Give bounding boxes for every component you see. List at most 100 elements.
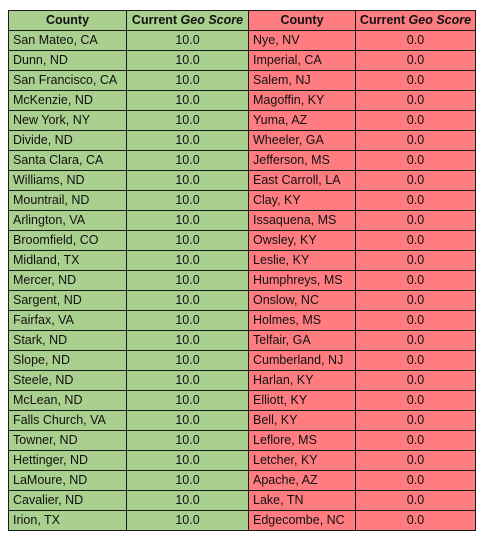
left-score-cell: 10.0 [126,90,249,111]
left-score-cell: 10.0 [126,150,249,171]
right-score-cell: 0.0 [355,470,476,491]
table-row: Arlington, VA 10.0 Issaquena, MS 0.0 [8,210,476,231]
right-score-cell: 0.0 [355,290,476,311]
right-score-cell: 0.0 [355,50,476,71]
right-county-cell: Onslow, NC [248,290,356,311]
left-score-cell: 10.0 [126,350,249,371]
left-score-cell: 10.0 [126,230,249,251]
left-score-cell: 10.0 [126,430,249,451]
left-score-cell: 10.0 [126,190,249,211]
left-county-cell: Broomfield, CO [8,230,127,251]
left-score-cell: 10.0 [126,50,249,71]
right-score-cell: 0.0 [355,70,476,91]
left-score-cell: 10.0 [126,290,249,311]
left-county-cell: Midland, TX [8,250,127,271]
left-county-cell: Hettinger, ND [8,450,127,471]
left-county-cell: Falls Church, VA [8,410,127,431]
table-row: Midland, TX 10.0 Leslie, KY 0.0 [8,250,476,271]
header-left-score-italic: Geo Score [180,13,244,27]
table-row: New York, NY 10.0 Yuma, AZ 0.0 [8,110,476,131]
left-score-cell: 10.0 [126,110,249,131]
left-county-cell: McKenzie, ND [8,90,127,111]
table-row: Irion, TX 10.0 Edgecombe, NC 0.0 [8,510,476,531]
right-county-cell: Harlan, KY [248,370,356,391]
right-score-cell: 0.0 [355,370,476,391]
left-county-cell: Slope, ND [8,350,127,371]
left-county-cell: Towner, ND [8,430,127,451]
table-row: McLean, ND 10.0 Elliott, KY 0.0 [8,390,476,411]
table-row: Williams, ND 10.0 East Carroll, LA 0.0 [8,170,476,191]
left-score-cell: 10.0 [126,330,249,351]
right-county-cell: Salem, NJ [248,70,356,91]
left-score-cell: 10.0 [126,170,249,191]
right-score-cell: 0.0 [355,250,476,271]
table-row: San Mateo, CA 10.0 Nye, NV 0.0 [8,30,476,51]
left-county-cell: Dunn, ND [8,50,127,71]
left-county-cell: Divide, ND [8,130,127,151]
right-score-cell: 0.0 [355,190,476,211]
right-county-cell: Clay, KY [248,190,356,211]
header-left-county: County [8,10,127,31]
table-row: Cavalier, ND 10.0 Lake, TN 0.0 [8,490,476,511]
right-county-cell: Bell, KY [248,410,356,431]
right-county-cell: Nye, NV [248,30,356,51]
right-county-cell: Telfair, GA [248,330,356,351]
table-row: Fairfax, VA 10.0 Holmes, MS 0.0 [8,310,476,331]
table-row: Broomfield, CO 10.0 Owsley, KY 0.0 [8,230,476,251]
left-score-cell: 10.0 [126,250,249,271]
left-county-cell: McLean, ND [8,390,127,411]
right-county-cell: Letcher, KY [248,450,356,471]
header-left-score-prefix: Current [131,13,181,27]
right-county-cell: East Carroll, LA [248,170,356,191]
table-row: Sargent, ND 10.0 Onslow, NC 0.0 [8,290,476,311]
right-county-cell: Cumberland, NJ [248,350,356,371]
right-county-cell: Lake, TN [248,490,356,511]
left-score-cell: 10.0 [126,410,249,431]
table-row: Mountrail, ND 10.0 Clay, KY 0.0 [8,190,476,211]
right-score-cell: 0.0 [355,210,476,231]
right-county-cell: Holmes, MS [248,310,356,331]
table-row: San Francisco, CA 10.0 Salem, NJ 0.0 [8,70,476,91]
header-left-score: Current Geo Score [126,10,249,31]
left-county-cell: Cavalier, ND [8,490,127,511]
right-county-cell: Humphreys, MS [248,270,356,291]
left-score-cell: 10.0 [126,310,249,331]
right-county-cell: Elliott, KY [248,390,356,411]
left-score-cell: 10.0 [126,130,249,151]
right-county-cell: Edgecombe, NC [248,510,356,531]
table-row: Falls Church, VA 10.0 Bell, KY 0.0 [8,410,476,431]
geo-score-table: County Current Geo Score County Current … [8,10,476,531]
left-score-cell: 10.0 [126,470,249,491]
right-score-cell: 0.0 [355,310,476,331]
right-score-cell: 0.0 [355,230,476,251]
right-score-cell: 0.0 [355,430,476,451]
left-county-cell: LaMoure, ND [8,470,127,491]
left-county-cell: New York, NY [8,110,127,131]
left-county-cell: Mountrail, ND [8,190,127,211]
right-score-cell: 0.0 [355,270,476,291]
right-score-cell: 0.0 [355,410,476,431]
right-score-cell: 0.0 [355,510,476,531]
right-score-cell: 0.0 [355,150,476,171]
left-county-cell: San Francisco, CA [8,70,127,91]
left-score-cell: 10.0 [126,210,249,231]
right-score-cell: 0.0 [355,490,476,511]
header-right-score-italic: Geo Score [408,13,472,27]
left-county-cell: Williams, ND [8,170,127,191]
table-row: McKenzie, ND 10.0 Magoffin, KY 0.0 [8,90,476,111]
left-score-cell: 10.0 [126,70,249,91]
right-county-cell: Leslie, KY [248,250,356,271]
right-county-cell: Imperial, CA [248,50,356,71]
header-right-county: County [248,10,356,31]
right-score-cell: 0.0 [355,90,476,111]
left-county-cell: Arlington, VA [8,210,127,231]
table-row: Slope, ND 10.0 Cumberland, NJ 0.0 [8,350,476,371]
header-row: County Current Geo Score County Current … [8,10,476,31]
right-county-cell: Apache, AZ [248,470,356,491]
right-score-cell: 0.0 [355,170,476,191]
right-county-cell: Wheeler, GA [248,130,356,151]
left-county-cell: Stark, ND [8,330,127,351]
left-score-cell: 10.0 [126,490,249,511]
right-score-cell: 0.0 [355,350,476,371]
right-county-cell: Issaquena, MS [248,210,356,231]
